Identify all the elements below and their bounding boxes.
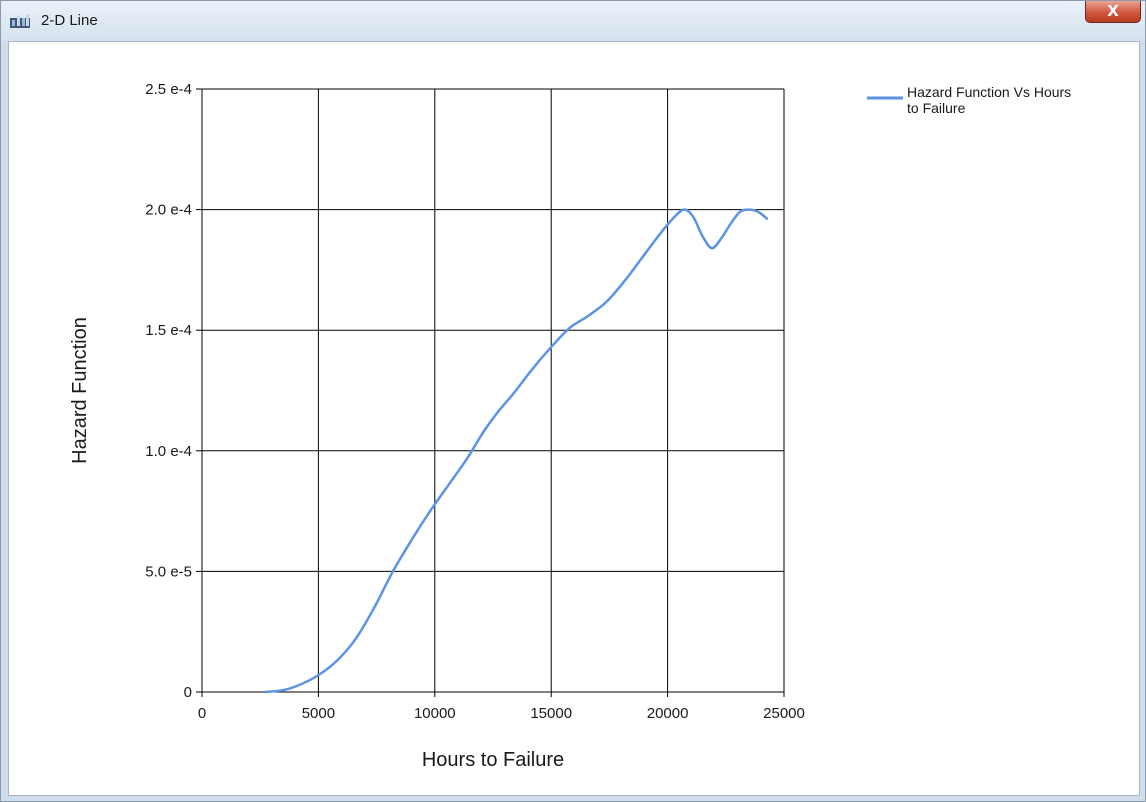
y-tick-label: 1.0 e-4 [145, 443, 192, 460]
y-tick-label: 1.5 e-4 [145, 322, 192, 339]
chart-app-icon [10, 14, 30, 28]
line-chart: 0 5000 10000 15000 20000 25000 0 5.0 e-5 1.0 e-… [69, 81, 1071, 771]
x-tick-label: 10000 [414, 705, 456, 722]
close-icon: X [1107, 2, 1119, 20]
y-tick-label: 2.0 e-4 [145, 202, 192, 219]
x-tick-label: 0 [198, 705, 206, 722]
series-line [264, 208, 769, 694]
grid-lines [202, 88, 785, 692]
y-tick-label: 0 [184, 684, 192, 701]
x-tick-label: 5000 [302, 705, 335, 722]
legend: Hazard Function Vs Hours to Failure [867, 84, 1071, 116]
x-tick-label: 20000 [647, 705, 689, 722]
x-tick-label: 15000 [530, 705, 572, 722]
x-axis-title: Hours to Failure [422, 749, 564, 771]
chart-area: 0 5000 10000 15000 20000 25000 0 5.0 e-5 1.0 e-… [8, 41, 1140, 796]
x-tick-label: 25000 [763, 705, 805, 722]
window-title: 2-D Line [41, 12, 98, 29]
title-bar[interactable]: 2-D Line X [1, 1, 1145, 41]
x-tick-labels: 0 5000 10000 15000 20000 25000 [198, 705, 805, 722]
y-tick-labels: 0 5.0 e-5 1.0 e-4 1.5 e-4 2.0 e-4 2.5 e-4 [145, 81, 192, 701]
y-tick-label: 5.0 e-5 [145, 563, 192, 580]
y-tick-label: 2.5 e-4 [145, 81, 192, 98]
close-button[interactable]: X [1085, 1, 1141, 23]
y-axis-title: Hazard Function [69, 317, 91, 464]
legend-label-line-2: to Failure [907, 100, 966, 116]
legend-label-line-1: Hazard Function Vs Hours [907, 84, 1071, 100]
tick-marks [196, 88, 785, 697]
series-lines [264, 208, 769, 694]
